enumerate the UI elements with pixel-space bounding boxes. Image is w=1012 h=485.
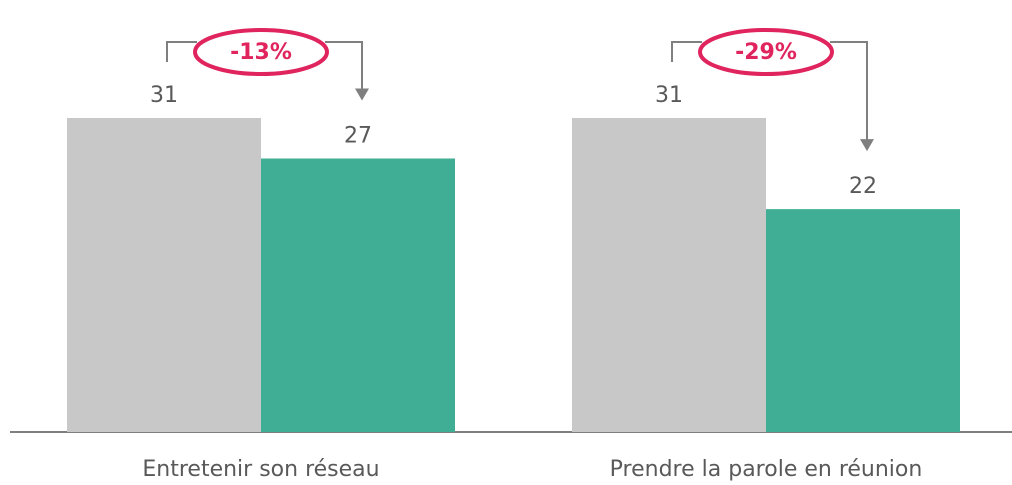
bracket <box>671 41 702 62</box>
data-label: 22 <box>849 174 877 199</box>
data-label: 31 <box>150 83 178 108</box>
arrow-head <box>860 139 874 152</box>
data-label: 27 <box>344 123 372 148</box>
annotation-ellipse <box>698 28 834 76</box>
bar <box>67 117 261 432</box>
bar <box>766 209 960 432</box>
annotation: -13% <box>230 40 292 65</box>
arrow-head <box>355 88 369 101</box>
bracket <box>166 41 197 62</box>
bar <box>261 158 455 433</box>
bracket <box>830 41 868 142</box>
bracket <box>325 41 363 91</box>
x-tick-label: Prendre la parole en réunion <box>610 457 923 482</box>
annotation: -29% <box>735 40 797 65</box>
x-tick-label: Entretenir son réseau <box>142 457 379 482</box>
data-label: 31 <box>655 83 683 108</box>
bar <box>572 117 766 432</box>
annotation-ellipse <box>193 28 329 76</box>
